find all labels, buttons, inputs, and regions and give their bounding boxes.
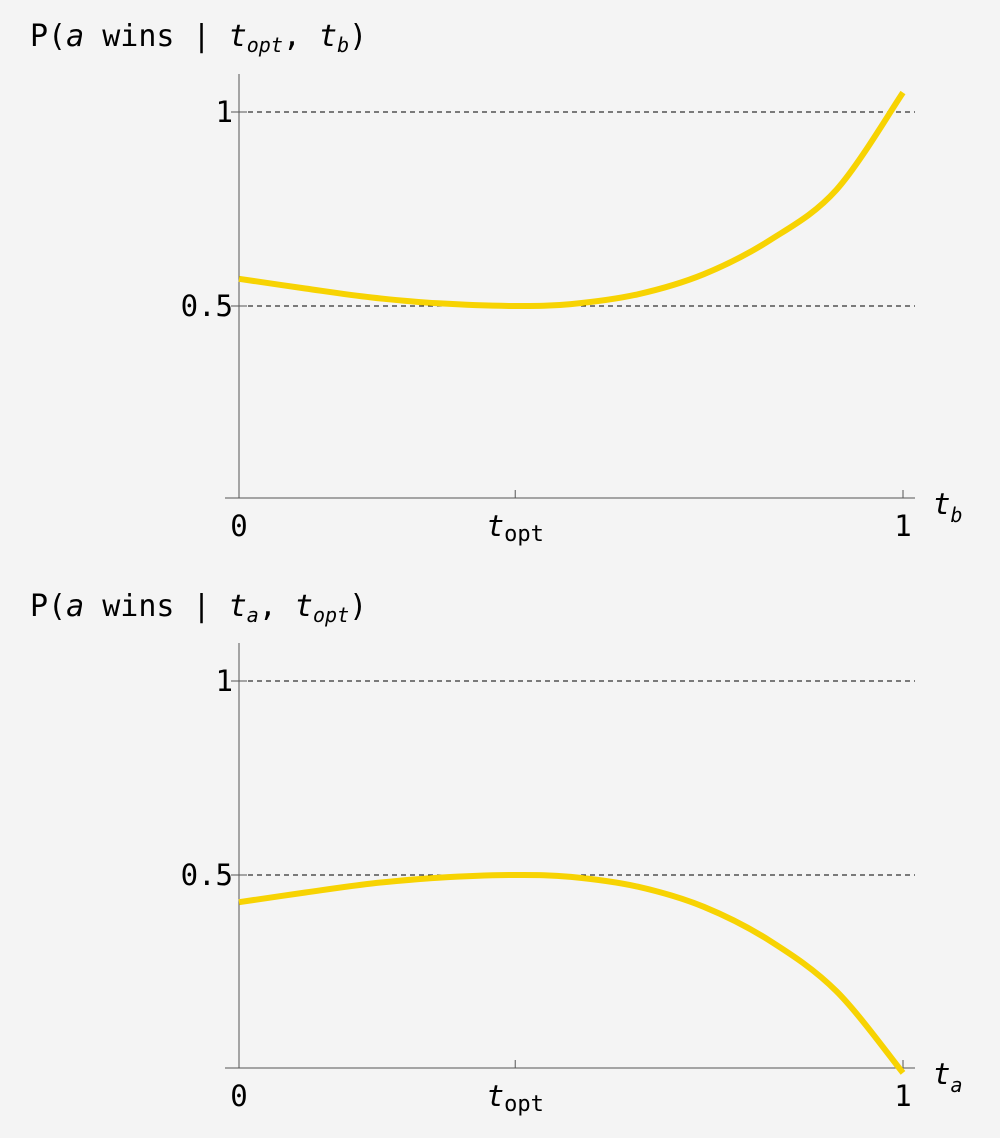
y-tick-label: 1 bbox=[216, 664, 233, 698]
series-line-1 bbox=[238, 871, 906, 1075]
x-axis-label: ta bbox=[933, 1057, 963, 1097]
x-tick-label: 0 bbox=[230, 509, 247, 543]
y-tick-label: 0.5 bbox=[181, 289, 233, 323]
x-tick-label: 1 bbox=[894, 509, 911, 543]
chart-title: P(a wins | ta, topt) bbox=[30, 589, 367, 627]
chart-title: P(a wins | topt, tb) bbox=[30, 19, 367, 57]
x-axis-label: tb bbox=[933, 487, 963, 527]
x-tick-label: 0 bbox=[230, 1079, 247, 1113]
chart-panel-1: P(a wins | topt, tb) 0.5 1 0 topt 1 tb bbox=[30, 19, 963, 547]
x-tick-label: topt bbox=[487, 1079, 544, 1117]
series-line-1 bbox=[238, 90, 906, 310]
chart-panel-2: P(a wins | ta, topt) 0.5 1 0 topt 1 ta bbox=[30, 589, 963, 1117]
y-tick-label: 1 bbox=[216, 95, 233, 129]
x-tick-label: 1 bbox=[894, 1079, 911, 1113]
y-tick-label: 0.5 bbox=[181, 858, 233, 892]
x-tick-label: topt bbox=[487, 509, 544, 547]
